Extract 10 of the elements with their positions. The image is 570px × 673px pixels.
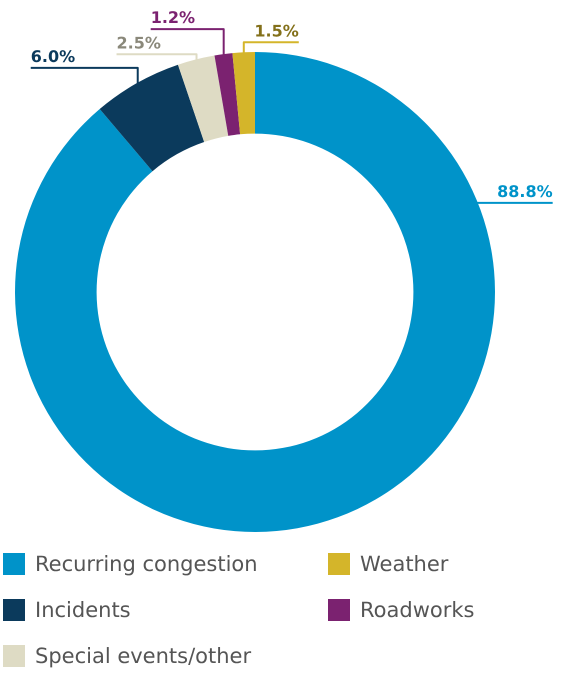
data-label: 1.2% <box>150 8 196 28</box>
legend-label: Recurring congestion <box>35 552 258 576</box>
legend-label: Weather <box>360 552 448 576</box>
legend-label: Roadworks <box>360 598 474 622</box>
data-label: 6.0% <box>30 47 76 66</box>
data-label: 1.5% <box>254 21 299 40</box>
legend-label: Incidents <box>35 598 131 622</box>
data-label: 88.8% <box>497 182 553 201</box>
legend-label: Special events/other <box>35 644 252 668</box>
data-label: 2.5% <box>116 33 161 52</box>
